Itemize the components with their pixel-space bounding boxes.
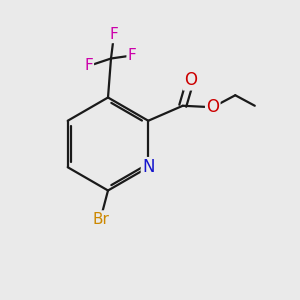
Text: F: F xyxy=(84,58,93,74)
Text: Br: Br xyxy=(92,212,109,226)
Text: F: F xyxy=(128,48,136,63)
Text: N: N xyxy=(142,158,155,176)
Text: O: O xyxy=(184,71,197,89)
Text: F: F xyxy=(110,27,118,42)
Text: O: O xyxy=(206,98,219,116)
